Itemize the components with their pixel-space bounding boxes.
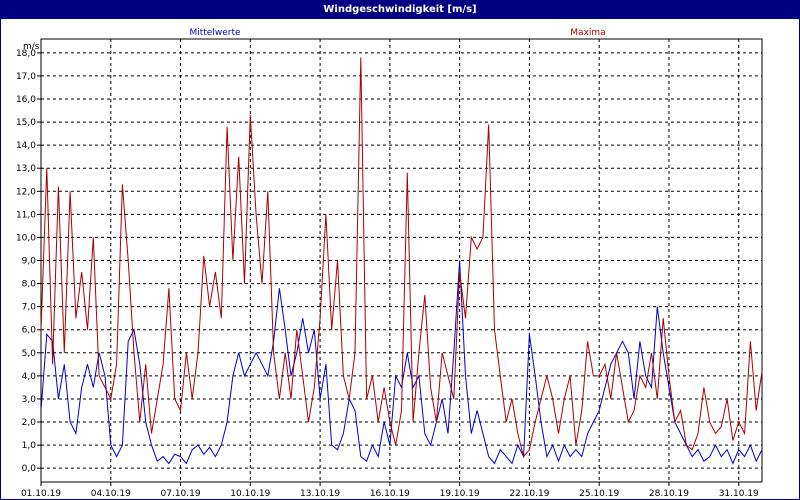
y-tick-label: 4,0 — [22, 372, 37, 382]
x-tick-label: 25.10.19 — [579, 489, 619, 499]
x-tick-label: 16.10.19 — [370, 489, 410, 499]
x-tick-label: 01.10.19 — [21, 489, 61, 499]
y-tick-label: 16,0 — [16, 95, 36, 105]
series-line-max — [40, 57, 763, 458]
y-tick-label: 2,0 — [22, 418, 37, 428]
y-tick-label: 7,0 — [22, 303, 37, 313]
series-layer — [40, 57, 763, 465]
y-tick-label: 18,0 — [16, 49, 36, 59]
legend-label-mean: Mittelwerte — [189, 28, 240, 38]
y-tick-label: 8,0 — [22, 280, 37, 290]
x-tick-label: 04.10.19 — [91, 489, 131, 499]
y-tick-label: 17,0 — [16, 72, 36, 82]
y-tick-label: 9,0 — [22, 257, 37, 267]
y-tick-label: 6,0 — [22, 326, 37, 336]
x-tick-label: 28.10.19 — [649, 489, 689, 499]
y-tick-label: 14,0 — [16, 141, 36, 151]
legend-label-max: Maxima — [570, 28, 605, 38]
y-tick-label: 12,0 — [16, 187, 36, 197]
window-title: Windgeschwindigkeit [m/s] — [1, 1, 799, 19]
y-tick-label: 5,0 — [22, 349, 37, 359]
x-tick-label: 10.10.19 — [230, 489, 270, 499]
y-tick-label: 10,0 — [16, 233, 36, 243]
x-tick-label: 07.10.19 — [161, 489, 201, 499]
x-tick-label: 13.10.19 — [300, 489, 340, 499]
x-tick-label: 22.10.19 — [509, 489, 549, 499]
y-tick-label: 11,0 — [16, 210, 36, 220]
axes: 0,0 1,0 2,0 3,0 4,0 5,0 6,0 7,0 8,0 9,0 10,0 11,0 12… — [16, 49, 759, 499]
series-line-mean — [40, 260, 763, 465]
y-tick-label: 1,0 — [22, 441, 37, 451]
y-tick-label: 0,0 — [22, 464, 37, 474]
y-tick-label: 15,0 — [16, 118, 36, 128]
x-tick-label: 19.10.19 — [440, 489, 480, 499]
y-tick-label: 3,0 — [22, 395, 37, 405]
y-axis-unit-label: m/s — [23, 42, 40, 52]
x-tick-label: 31.10.19 — [719, 489, 759, 499]
grid — [41, 39, 762, 482]
y-tick-label: 13,0 — [16, 164, 36, 174]
chart: 0,0 1,0 2,0 3,0 4,0 5,0 6,0 7,0 8,0 9,0 10,0 11,0 12… — [16, 28, 763, 499]
